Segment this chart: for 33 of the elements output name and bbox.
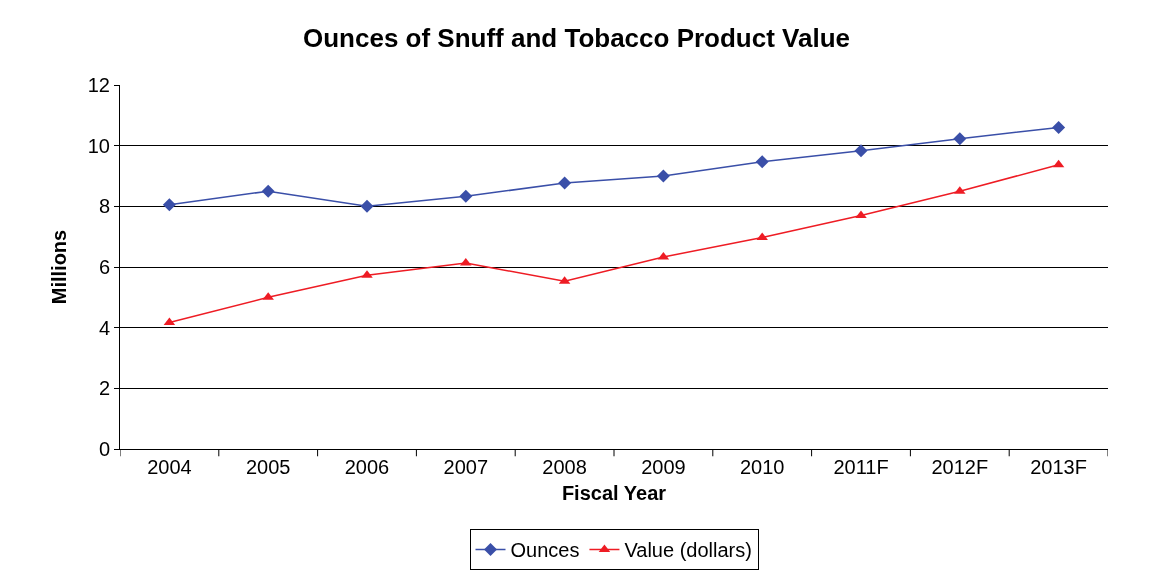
x-tick-label: 2012F xyxy=(931,456,989,478)
x-tick-label: 2005 xyxy=(245,456,291,478)
legend-label: Ounces xyxy=(510,539,580,562)
x-tick-label: 2010 xyxy=(739,456,785,478)
point xyxy=(756,232,768,241)
point xyxy=(854,144,868,158)
point xyxy=(953,132,967,146)
x-tick-label: 2009 xyxy=(641,456,686,478)
y-tick-label: 4 xyxy=(98,316,110,339)
x-axis-title: Fiscal Year xyxy=(561,481,667,504)
legend-label: Value (dollars) xyxy=(624,539,752,562)
y-tick-label: 10 xyxy=(87,134,110,157)
point xyxy=(162,198,176,212)
x-tick-label: 2008 xyxy=(542,456,587,478)
point xyxy=(558,176,572,190)
y-tick-label: 8 xyxy=(98,195,110,218)
point xyxy=(755,155,769,169)
y-tick-label: 6 xyxy=(98,256,110,278)
x-tick-label: 2013F xyxy=(1030,456,1087,478)
y-axis-title: Millions xyxy=(48,229,71,305)
y-tick-label: 12 xyxy=(87,74,110,96)
x-tick-label: 2006 xyxy=(344,456,390,478)
chart-title: Ounces of Snuff and Tobacco Product Value xyxy=(302,23,851,54)
point xyxy=(1052,120,1066,134)
point xyxy=(261,184,275,198)
point xyxy=(360,199,374,213)
y-tick-label: 2 xyxy=(98,377,110,400)
y-tick-label: 0 xyxy=(98,438,110,460)
point xyxy=(656,169,670,183)
x-tick-label: 2011F xyxy=(833,456,889,478)
x-tick-label: 2004 xyxy=(147,456,192,478)
x-tick-label: 2007 xyxy=(443,456,489,478)
point xyxy=(459,189,473,203)
